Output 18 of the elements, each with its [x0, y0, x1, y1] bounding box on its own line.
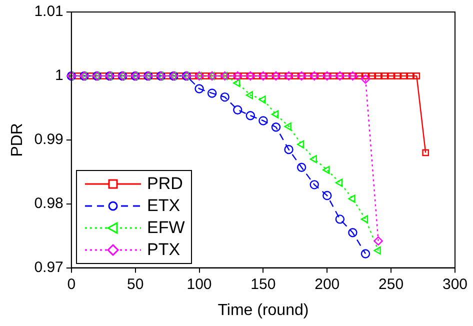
y-axis-title: PDR [9, 123, 26, 157]
x-tick-label: 300 [442, 276, 468, 293]
y-tick-label: 0.98 [34, 194, 64, 212]
y-tick-label: 1.01 [34, 3, 64, 20]
legend-label: EFW [147, 217, 185, 239]
x-tick-label: 150 [250, 276, 276, 293]
y-tick-label: 1 [55, 67, 64, 84]
x-tick-label: 50 [126, 276, 144, 293]
legend-label: PTX [147, 239, 180, 261]
legend-label: ETX [147, 195, 180, 217]
y-tick-label: 0.99 [34, 131, 64, 148]
x-tick-label: 0 [67, 276, 76, 293]
y-tick-label: 0.97 [34, 258, 64, 276]
legend-label: PRD [147, 173, 183, 195]
x-axis-title: Time (round) [218, 302, 309, 319]
x-tick-label: 250 [378, 276, 404, 293]
x-tick-label: 100 [186, 276, 212, 293]
x-tick-label: 200 [314, 276, 340, 293]
